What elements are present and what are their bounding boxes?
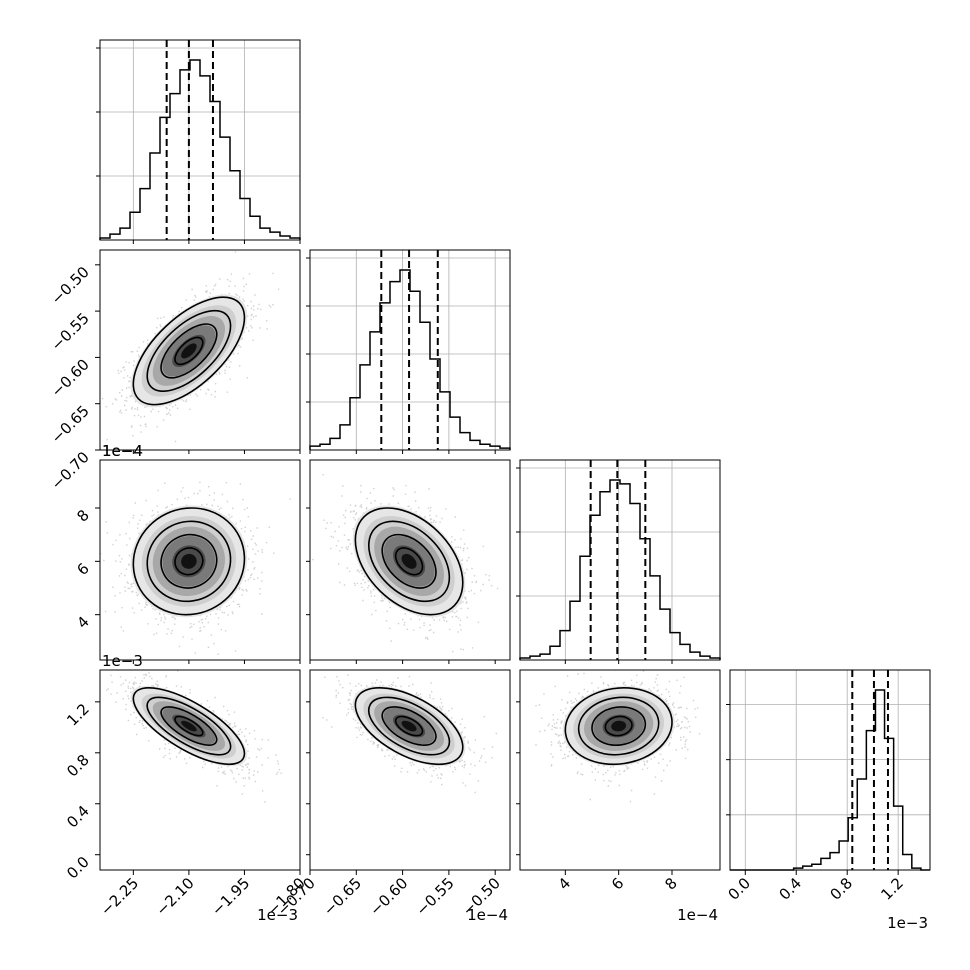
contour-line: [367, 520, 451, 603]
x-tick-label: −2.25: [97, 874, 142, 919]
x-tick-label: 1.2: [877, 874, 907, 904]
x-tick-label: 0.8: [826, 874, 856, 904]
y-tick-label: −0.50: [48, 263, 93, 308]
panel-frame: [99, 39, 301, 241]
contour-line: [354, 687, 464, 766]
panel-content: [106, 670, 282, 803]
contour-line: [564, 687, 673, 766]
contour-line: [381, 706, 437, 746]
scatter-panel-3-2: [519, 669, 721, 871]
x-tick-label: 4: [555, 874, 574, 893]
scatter-panel-3-0: [99, 669, 301, 871]
contour-line: [160, 323, 218, 379]
x-tick-label: 8: [661, 874, 680, 893]
contour-line: [132, 687, 246, 766]
histogram-panel-0: [96, 39, 301, 241]
density-shade: [401, 553, 417, 569]
y-offset-label: 1e−4: [102, 442, 143, 460]
histogram-step: [730, 689, 930, 871]
y-tick-label: 6: [73, 559, 92, 578]
contour-line: [604, 715, 633, 737]
y-tick-label: 0.8: [63, 751, 93, 781]
contour-line: [146, 520, 232, 603]
density-shade: [181, 343, 197, 359]
y-tick-label: 0.0: [63, 853, 93, 883]
contour-line: [174, 547, 204, 576]
panel-frame: [99, 459, 301, 661]
density-shade: [181, 553, 197, 569]
contour-line: [577, 696, 660, 756]
y-tick-label: −0.60: [48, 356, 93, 401]
panel-content: [322, 670, 497, 794]
panel-content: [100, 251, 280, 450]
y-tick-label: 4: [73, 613, 92, 632]
x-tick-label: −0.65: [320, 874, 365, 919]
density-shade: [181, 720, 197, 732]
x-tick-label: 0.4: [775, 874, 805, 904]
x-tick-label: 0.0: [725, 874, 755, 904]
scatter-panel-2-0: [99, 459, 301, 661]
y-tick-label: −0.55: [48, 309, 93, 354]
panel-frame: [99, 669, 301, 871]
x-tick-label: −0.55: [412, 874, 457, 919]
y-offset-label: 1e−4: [102, 442, 143, 460]
y-tick-label: 1.2: [63, 700, 93, 730]
histogram-step: [309, 269, 511, 450]
panel-frame: [309, 249, 511, 451]
x-offset-label: 1e−4: [677, 906, 718, 924]
panel-frame: [519, 669, 721, 871]
contour-line: [591, 706, 647, 746]
contour-line: [132, 507, 246, 616]
x-offset-label: 1e−4: [467, 906, 508, 924]
scatter-panel-3-1: [309, 669, 511, 871]
scatter-panel-1-0: [99, 249, 301, 451]
contour-line: [160, 533, 218, 589]
contour-line: [394, 547, 424, 576]
density-shade: [611, 720, 627, 732]
contour-line: [174, 715, 204, 737]
panel-content: [312, 474, 499, 653]
y-tick-label: 0.4: [63, 802, 93, 832]
histogram-step: [519, 479, 721, 660]
x-tick-label: 6: [608, 874, 627, 893]
y-tick-label: −0.70: [48, 448, 93, 493]
panel-frame: [729, 669, 931, 871]
x-tick-label: −2.10: [152, 874, 197, 919]
contour-line: [174, 336, 204, 366]
y-offset-label: 1e−3: [102, 652, 143, 670]
histogram-panel-1: [306, 249, 511, 451]
contour-line: [354, 507, 464, 616]
density-shade: [401, 720, 417, 732]
panel-content: [100, 481, 291, 655]
contour-line: [394, 715, 424, 737]
histogram-panel-3: [726, 669, 931, 871]
panel-frame: [309, 459, 511, 661]
contour-line: [146, 309, 232, 393]
panel-frame: [99, 249, 301, 451]
panel-frame: [519, 459, 721, 661]
x-tick-label: −1.95: [208, 874, 253, 919]
contour-line: [132, 296, 246, 406]
histogram-panel-2: [516, 459, 721, 661]
contour-line: [381, 533, 437, 589]
panel-content: [535, 670, 701, 803]
histogram-step: [99, 59, 301, 240]
y-tick-label: −0.65: [48, 402, 93, 447]
scatter-panel-2-1: [309, 459, 511, 661]
panel-frame: [309, 669, 511, 871]
contour-line: [367, 696, 451, 756]
contour-line: [160, 706, 218, 746]
x-offset-label: 1e−3: [887, 914, 928, 932]
contour-line: [146, 696, 232, 756]
x-offset-label: 1e−3: [257, 906, 298, 924]
x-tick-label: −0.60: [366, 874, 411, 919]
y-tick-label: 8: [73, 506, 92, 525]
